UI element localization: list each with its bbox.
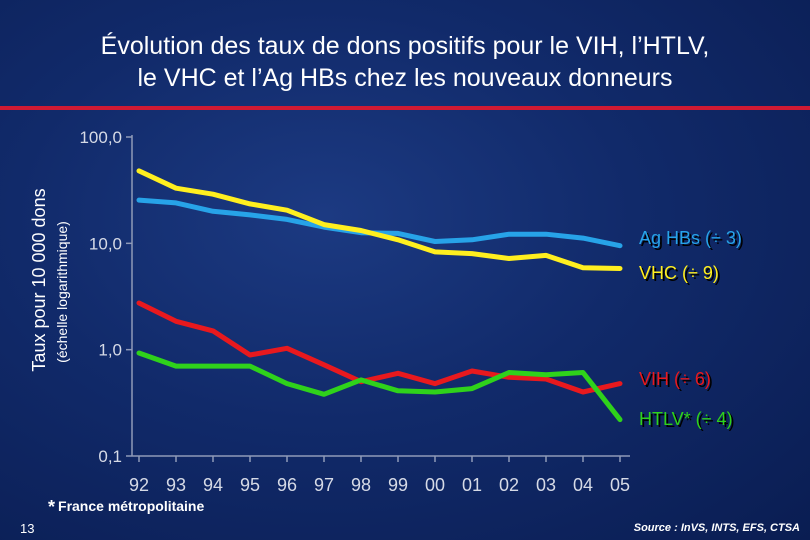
y-axis-subtitle: (échelle logarithmique) bbox=[54, 221, 70, 363]
y-tick-label: 10,0 bbox=[89, 234, 122, 253]
x-tick-label: 92 bbox=[129, 475, 149, 495]
footnote-text: France métropolitaine bbox=[58, 498, 205, 514]
x-tick-label: 97 bbox=[314, 475, 334, 495]
chart-labels: Ag HBs (÷ 3)Ag HBs (÷ 3)VHC (÷ 9)VHC (÷ … bbox=[639, 228, 744, 431]
title-divider bbox=[0, 106, 810, 110]
footnote: * France métropolitaine bbox=[48, 497, 204, 518]
series-line-3 bbox=[136, 300, 623, 395]
x-tick-label: 05 bbox=[610, 475, 630, 495]
x-tick-label: 94 bbox=[203, 475, 223, 495]
chart-title: Évolution des taux de dons positifs pour… bbox=[0, 30, 810, 94]
y-tick-label: 100,0 bbox=[79, 128, 122, 147]
series-line-4 bbox=[136, 350, 623, 423]
x-tick-label: 93 bbox=[166, 475, 186, 495]
series-label-3: VIH (÷ 6) bbox=[639, 369, 711, 389]
x-tick-label: 02 bbox=[499, 475, 519, 495]
series-line-1 bbox=[136, 197, 623, 249]
x-tick-label: 95 bbox=[240, 475, 260, 495]
series-label-shadow: HTLV* (÷ 4) bbox=[641, 411, 735, 431]
series-label-shadow: VHC (÷ 9) bbox=[641, 265, 721, 285]
x-tick-label: 96 bbox=[277, 475, 297, 495]
series-line-2 bbox=[136, 168, 623, 271]
x-tick-label: 04 bbox=[573, 475, 593, 495]
x-tick-label: 03 bbox=[536, 475, 556, 495]
y-tick-label: 1,0 bbox=[98, 341, 122, 360]
series-label-shadow: Ag HBs (÷ 3) bbox=[641, 230, 744, 250]
x-tick-label: 99 bbox=[388, 475, 408, 495]
y-tick-label: 0,1 bbox=[98, 447, 122, 466]
x-tick-label: 01 bbox=[462, 475, 482, 495]
title-line-2: le VHC et l’Ag HBs chez les nouveaux don… bbox=[137, 64, 673, 92]
series-label-1: Ag HBs (÷ 3) bbox=[639, 228, 742, 248]
series-label-4: HTLV* (÷ 4) bbox=[639, 409, 733, 429]
y-axis-title: Taux pour 10 000 dons bbox=[29, 188, 49, 371]
title-line-1: Évolution des taux de dons positifs pour… bbox=[100, 32, 710, 60]
series-label-2: VHC (÷ 9) bbox=[639, 263, 719, 283]
chart-axes: 0,1 1,0 10,0 100,0 92 93 94 95 96 97 98 99 00 01 02 03 0… bbox=[29, 128, 630, 495]
source-citation: Source : InVS, INTS, EFS, CTSA bbox=[633, 522, 800, 534]
series-label-shadow: VIH (÷ 6) bbox=[641, 371, 713, 391]
page-number: 13 bbox=[20, 521, 35, 536]
footnote-star: * bbox=[48, 497, 56, 517]
x-tick-label: 00 bbox=[425, 475, 445, 495]
x-tick-label: 98 bbox=[351, 475, 371, 495]
chart-series bbox=[136, 168, 623, 423]
